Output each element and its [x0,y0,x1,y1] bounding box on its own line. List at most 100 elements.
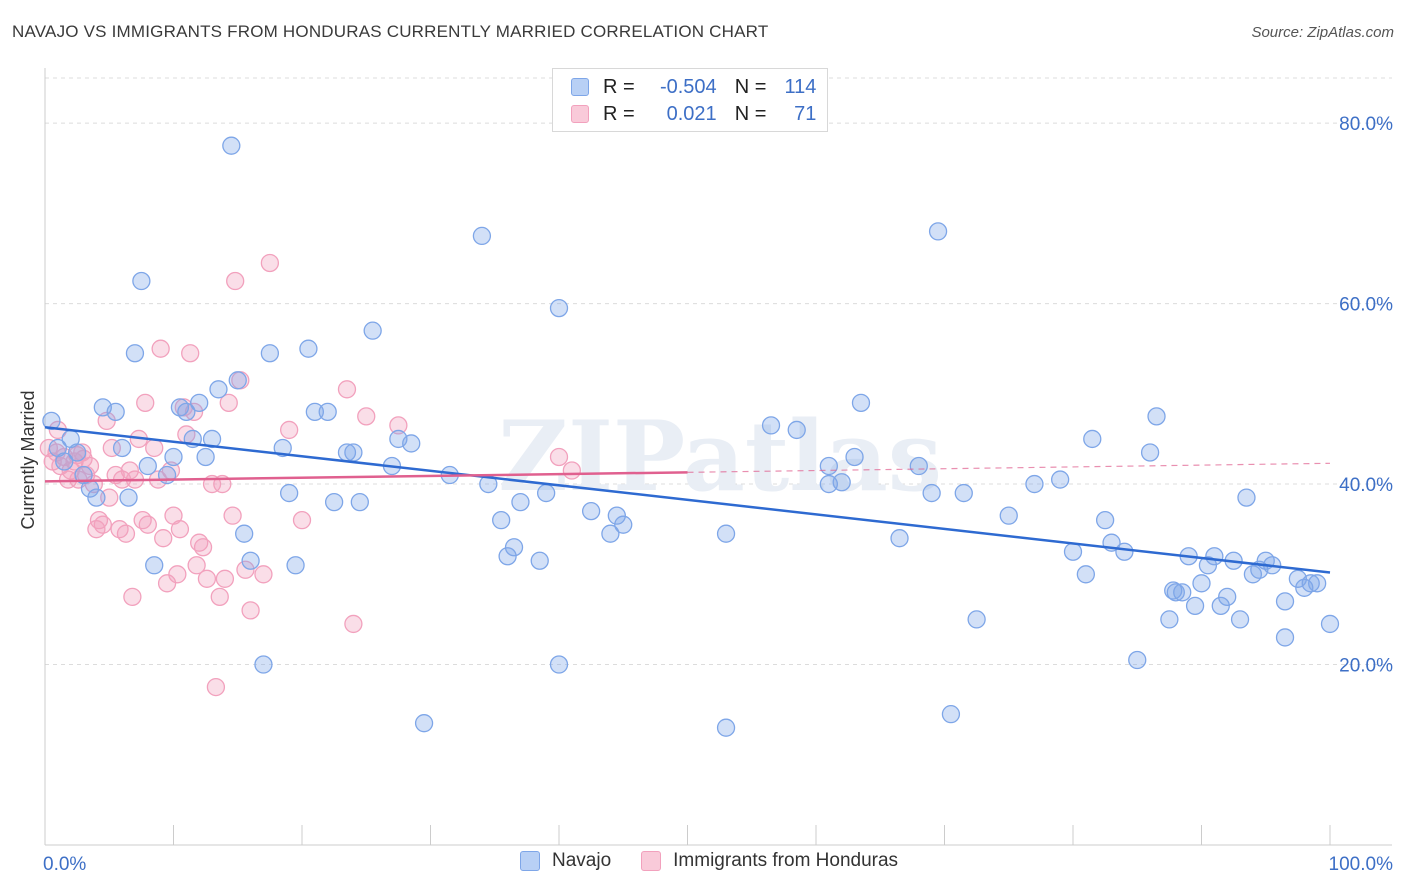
honduras-point [206,677,226,697]
honduras-point [168,565,187,584]
navajo-point [890,529,909,548]
chart-title: NAVAJO VS IMMIGRANTS FROM HONDURAS CURRE… [12,22,769,41]
navajo-point [922,483,941,503]
navajo-point [1205,547,1224,566]
honduras-point [549,447,569,467]
navajo-point [254,655,273,674]
legend-row-navajo: R = -0.504 N = 114 [571,74,816,100]
honduras-point [138,515,157,534]
navajo-point [67,443,87,462]
legend-item-navajo: Navajo [520,850,611,872]
navajo-point [1301,574,1320,593]
navajo-point [1128,650,1147,670]
navajo-point [967,610,986,629]
navajo-point [1237,488,1256,507]
navajo-point [1051,470,1070,489]
navajo-point [273,438,292,458]
navajo-point [845,447,864,467]
navajo-point [177,402,196,422]
navajo-point [1275,628,1295,647]
n-label: N = [734,75,767,98]
honduras-point [157,574,177,593]
series-legend: Navajo Immigrants from Honduras [520,850,928,872]
honduras-point [193,538,213,557]
navajo-point [1218,587,1237,607]
correlation-legend: R = -0.504 N = 114 R = 0.021 N = 71 [552,68,828,132]
navajo-point [1173,583,1192,602]
navajo-point [324,492,344,512]
navajo-point [832,473,851,492]
navajo-point [1198,556,1218,575]
navajo-point [549,655,569,674]
honduras-point [254,565,273,584]
honduras-point [123,587,142,607]
navajo-point [472,226,492,246]
navajo-point [363,321,382,340]
navajo-point [1095,511,1115,530]
honduras-point [241,601,260,620]
legend-row-honduras: R = 0.021 N = 71 [571,101,816,127]
navajo-point [909,456,928,476]
honduras-point [73,443,92,462]
source-label: Source: ZipAtlas.com [1251,24,1394,41]
navajo-point [1192,574,1211,593]
y-axis-label: Currently Married [18,390,38,529]
honduras-point [357,407,376,426]
honduras-point [344,614,363,634]
navajo-point [402,434,421,453]
honduras-point [100,488,119,507]
honduras-point [184,402,204,422]
navajo-point [511,492,530,512]
honduras-swatch [571,105,589,123]
honduras-point [116,524,136,543]
watermark: ZIPatlas [498,400,942,513]
navajo-point [222,136,241,155]
navajo-point [132,271,151,291]
navajo-point [286,556,305,575]
x-tick-label: 0.0% [43,854,86,875]
navajo-point [164,447,183,467]
honduras-point [226,271,245,291]
navajo-point [498,547,517,566]
navajo-point [601,524,620,543]
navajo-point [228,371,247,390]
navajo-legend-swatch [520,851,540,871]
navajo-point [190,393,209,412]
legend-label-navajo: Navajo [552,850,612,871]
navajo-point [112,438,132,458]
navajo-point [1185,596,1205,616]
x-tick-label: 100.0% [1329,854,1394,875]
navajo-point [145,556,164,575]
honduras-point [337,380,357,399]
navajo-point [492,511,511,530]
honduras-point [210,587,229,607]
navajo-point [1140,443,1160,462]
y-tick-label: 80.0% [1339,114,1393,135]
navajo-point [1025,474,1044,494]
navajo-point [851,393,871,412]
honduras-point [215,569,235,588]
navajo-point [1063,542,1083,561]
navajo-point [928,222,948,241]
navajo-point [761,416,781,435]
legend-label-honduras: Immigrants from Honduras [673,850,899,871]
navajo-point [1275,592,1295,611]
navajo-point [1164,581,1183,600]
navajo-point [119,488,138,507]
navajo-point [106,402,125,422]
navajo-point [318,402,337,422]
n-value: 114 [784,75,817,98]
navajo-point [299,339,318,358]
navajo-point [196,447,215,467]
navajo-point [305,402,325,422]
navajo-point [999,506,1018,525]
honduras-point [389,416,408,435]
navajo-point [549,298,569,318]
y-tick-label: 20.0% [1339,656,1393,677]
r-value: 0.021 [666,102,717,125]
navajo-trendline [44,425,1331,574]
navajo-point [614,515,633,534]
navajo-point [1076,565,1095,584]
legend-item-honduras: Immigrants from Honduras [641,850,898,872]
honduras-point [279,420,299,440]
